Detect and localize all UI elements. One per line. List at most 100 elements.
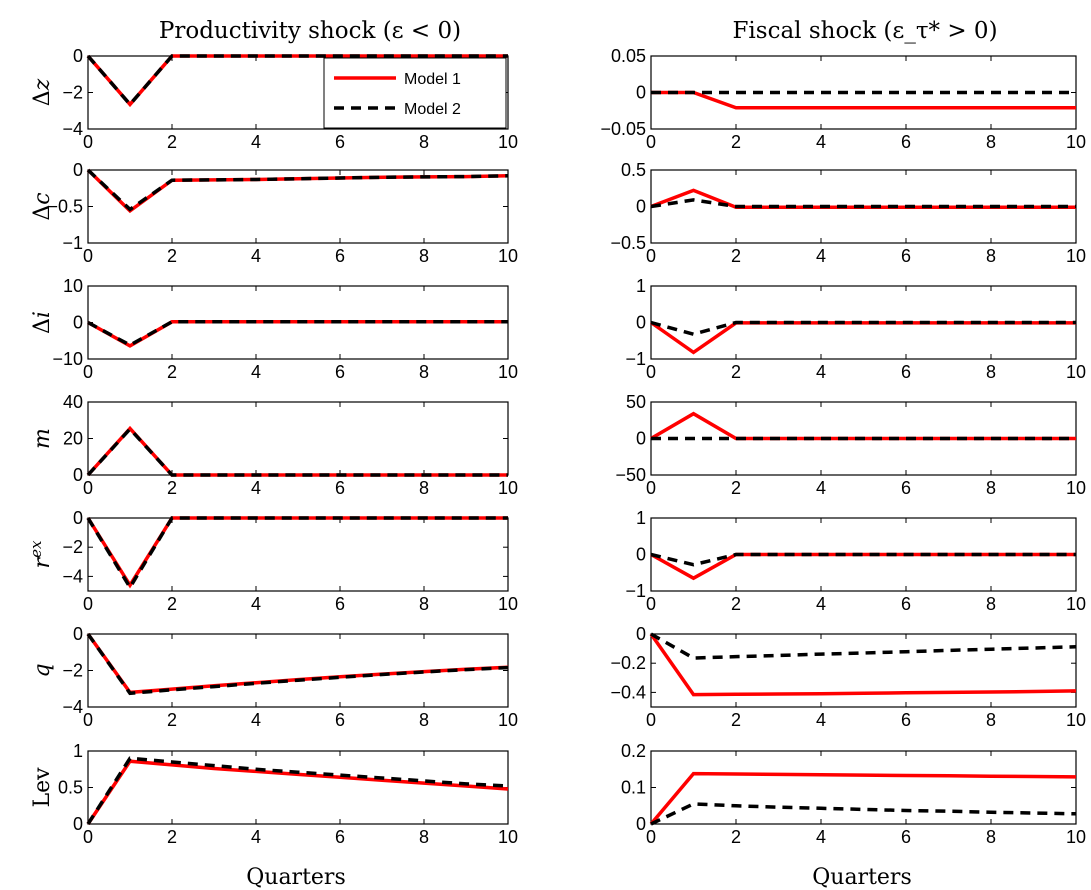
x-tick-label: 8 [419, 132, 429, 152]
legend-box [323, 57, 507, 129]
y-axis-label: rex [27, 540, 55, 568]
series-line-model-2 [87, 320, 508, 348]
x-tick-label: 4 [251, 362, 261, 382]
x-tick-label: 8 [419, 710, 429, 730]
y-tick-label: −4 [62, 566, 83, 586]
y-axis-label: m [30, 428, 55, 449]
y-tick-label: −1 [625, 581, 646, 601]
y-tick-label: 0 [636, 83, 646, 103]
y-tick-label: −4 [62, 697, 83, 717]
x-tick-label: 4 [816, 246, 826, 266]
series-line-model-2 [650, 632, 1077, 660]
x-tick-label: 2 [167, 594, 177, 614]
y-tick-label: 0 [636, 313, 646, 333]
series-line-model-1 [649, 771, 1077, 826]
x-tick-label: 2 [167, 827, 177, 847]
x-tick-label: 2 [731, 132, 741, 152]
y-axis-label: Δi [30, 311, 55, 334]
column-title-productivity: Productivity shock (ε < 0) [159, 18, 461, 44]
y-tick-label: −1 [625, 349, 646, 369]
y-tick-label: −2 [62, 661, 83, 681]
y-tick-label: 40 [63, 392, 83, 412]
x-tick-label: 10 [498, 594, 518, 614]
x-tick-label: 8 [419, 246, 429, 266]
x-tick-label: 2 [731, 827, 741, 847]
x-tick-label: 10 [1066, 827, 1086, 847]
y-tick-label: 1 [636, 508, 646, 528]
x-tick-label: 6 [335, 478, 345, 498]
x-tick-label: 6 [335, 827, 345, 847]
x-tick-label: 10 [498, 362, 518, 382]
x-tick-label: 6 [901, 594, 911, 614]
y-tick-label: −10 [52, 349, 83, 369]
panel-0-3: 40 20 00 2 4 6 8 10 m [30, 392, 518, 498]
y-tick-label: 10 [63, 276, 83, 296]
y-tick-label: −0.05 [600, 119, 646, 139]
y-tick-label: 1 [636, 276, 646, 296]
series-line-model-1 [650, 552, 1076, 581]
x-tick-label: 2 [731, 246, 741, 266]
x-tick-label: 2 [167, 132, 177, 152]
series-line-model-1 [649, 632, 1077, 697]
series-line-model-2 [650, 320, 1076, 337]
y-tick-label: 0 [73, 508, 83, 528]
y-tick-label: 0.05 [611, 46, 646, 66]
y-axis-label: Δz [30, 78, 55, 106]
y-tick-label: −0.5 [610, 233, 646, 253]
x-tick-label: 10 [1066, 478, 1086, 498]
x-tick-label: 0 [646, 246, 656, 266]
series-line-model-2 [650, 802, 1077, 826]
panel-0-6: 1 0.5 00 2 4 6 8 10 Lev [30, 741, 518, 847]
x-tick-label: 4 [816, 710, 826, 730]
column-title-fiscal: Fiscal shock (ε_τ* > 0) [732, 18, 997, 44]
y-tick-label: 0 [73, 814, 83, 834]
x-tick-label: 6 [335, 132, 345, 152]
x-tick-label: 0 [83, 362, 93, 382]
x-tick-label: 4 [251, 710, 261, 730]
x-tick-label: 2 [731, 362, 741, 382]
y-tick-label: −1 [62, 233, 83, 253]
x-tick-label: 0 [83, 594, 93, 614]
x-tick-label: 6 [901, 246, 911, 266]
x-tick-label: 2 [731, 710, 741, 730]
y-tick-label: 0 [636, 197, 646, 217]
x-tick-label: 8 [419, 827, 429, 847]
x-tick-label: 4 [251, 478, 261, 498]
y-tick-label: 0 [636, 545, 646, 565]
x-tick-label: 0 [83, 710, 93, 730]
x-tick-label: 10 [1066, 594, 1086, 614]
x-tick-label: 0 [83, 827, 93, 847]
x-tick-label: 6 [335, 594, 345, 614]
x-tick-label: 10 [498, 710, 518, 730]
series-line-model-2 [86, 426, 508, 477]
y-tick-label: 0 [73, 313, 83, 333]
y-tick-label: 0 [73, 160, 83, 180]
x-tick-label: 6 [901, 710, 911, 730]
x-tick-label: 8 [419, 478, 429, 498]
y-tick-label: −50 [615, 465, 646, 485]
x-tick-label: 6 [335, 710, 345, 730]
series-line-model-2 [650, 198, 1076, 209]
series-line-model-1 [86, 759, 509, 825]
x-tick-label: 8 [986, 594, 996, 614]
y-tick-label: 0.2 [621, 741, 646, 761]
series-line-model-1 [651, 90, 1076, 110]
x-tick-label: 6 [901, 478, 911, 498]
panel-0-5: 0−2−40 2 4 6 8 10q [30, 624, 518, 730]
x-tick-label: 4 [251, 827, 261, 847]
panel-1-3: 500−500 2 4 6 8 10 [615, 392, 1086, 498]
x-tick-label: 0 [646, 478, 656, 498]
x-tick-label: 4 [251, 246, 261, 266]
legend-label: Model 1 [404, 71, 461, 88]
legend-label: Model 2 [404, 101, 461, 118]
y-axis-label: Δc [30, 192, 55, 220]
x-axis-label-right: Quarters [812, 865, 912, 890]
x-tick-label: 8 [419, 362, 429, 382]
x-tick-label: 10 [498, 132, 518, 152]
x-tick-label: 10 [1066, 246, 1086, 266]
y-axis-label: Lev [30, 767, 55, 808]
x-tick-label: 10 [1066, 362, 1086, 382]
